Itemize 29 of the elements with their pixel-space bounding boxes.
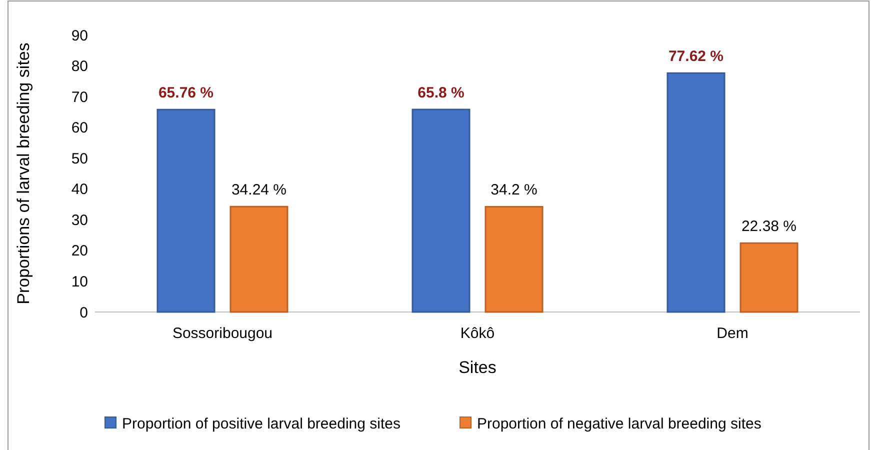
bar	[740, 242, 798, 313]
y-tick-label: 80	[71, 58, 88, 76]
x-tick-label: Kôkô	[460, 325, 495, 342]
data-label: 34.2 %	[490, 182, 538, 199]
data-label: 65.76 %	[158, 84, 214, 102]
bar	[156, 108, 216, 313]
y-tick-label: 90	[71, 27, 88, 44]
y-tick-label: 10	[71, 273, 88, 290]
y-axis-title: Proportions of larval breeding sites	[14, 42, 33, 304]
data-label: 77.62 %	[668, 48, 724, 66]
bar	[412, 108, 470, 313]
bar	[666, 72, 726, 313]
legend-label: Proportion of negative larval breeding sites	[477, 415, 762, 432]
y-tick-label: 40	[71, 181, 88, 198]
y-tick-label: 20	[71, 242, 88, 260]
bar	[230, 206, 288, 313]
legend-label: Proportion of positive larval breeding sites	[122, 415, 400, 432]
x-axis-title: Sites	[458, 358, 496, 377]
data-label: 65.8 %	[418, 84, 464, 102]
y-tick-label: 30	[71, 212, 88, 229]
data-label: 22.38 %	[741, 218, 797, 236]
y-tick-label: 70	[71, 88, 88, 106]
bar	[484, 206, 544, 313]
x-tick-label: Sossoribougou	[172, 325, 273, 342]
data-label: 34.24 %	[231, 182, 287, 199]
x-tick-label: Dem	[716, 325, 748, 342]
y-tick-label: 60	[71, 120, 88, 137]
y-tick-label: 0	[80, 304, 88, 322]
y-tick-label: 50	[71, 150, 88, 168]
